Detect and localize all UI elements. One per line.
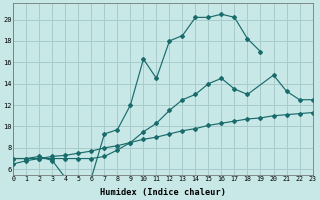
X-axis label: Humidex (Indice chaleur): Humidex (Indice chaleur): [100, 188, 226, 197]
